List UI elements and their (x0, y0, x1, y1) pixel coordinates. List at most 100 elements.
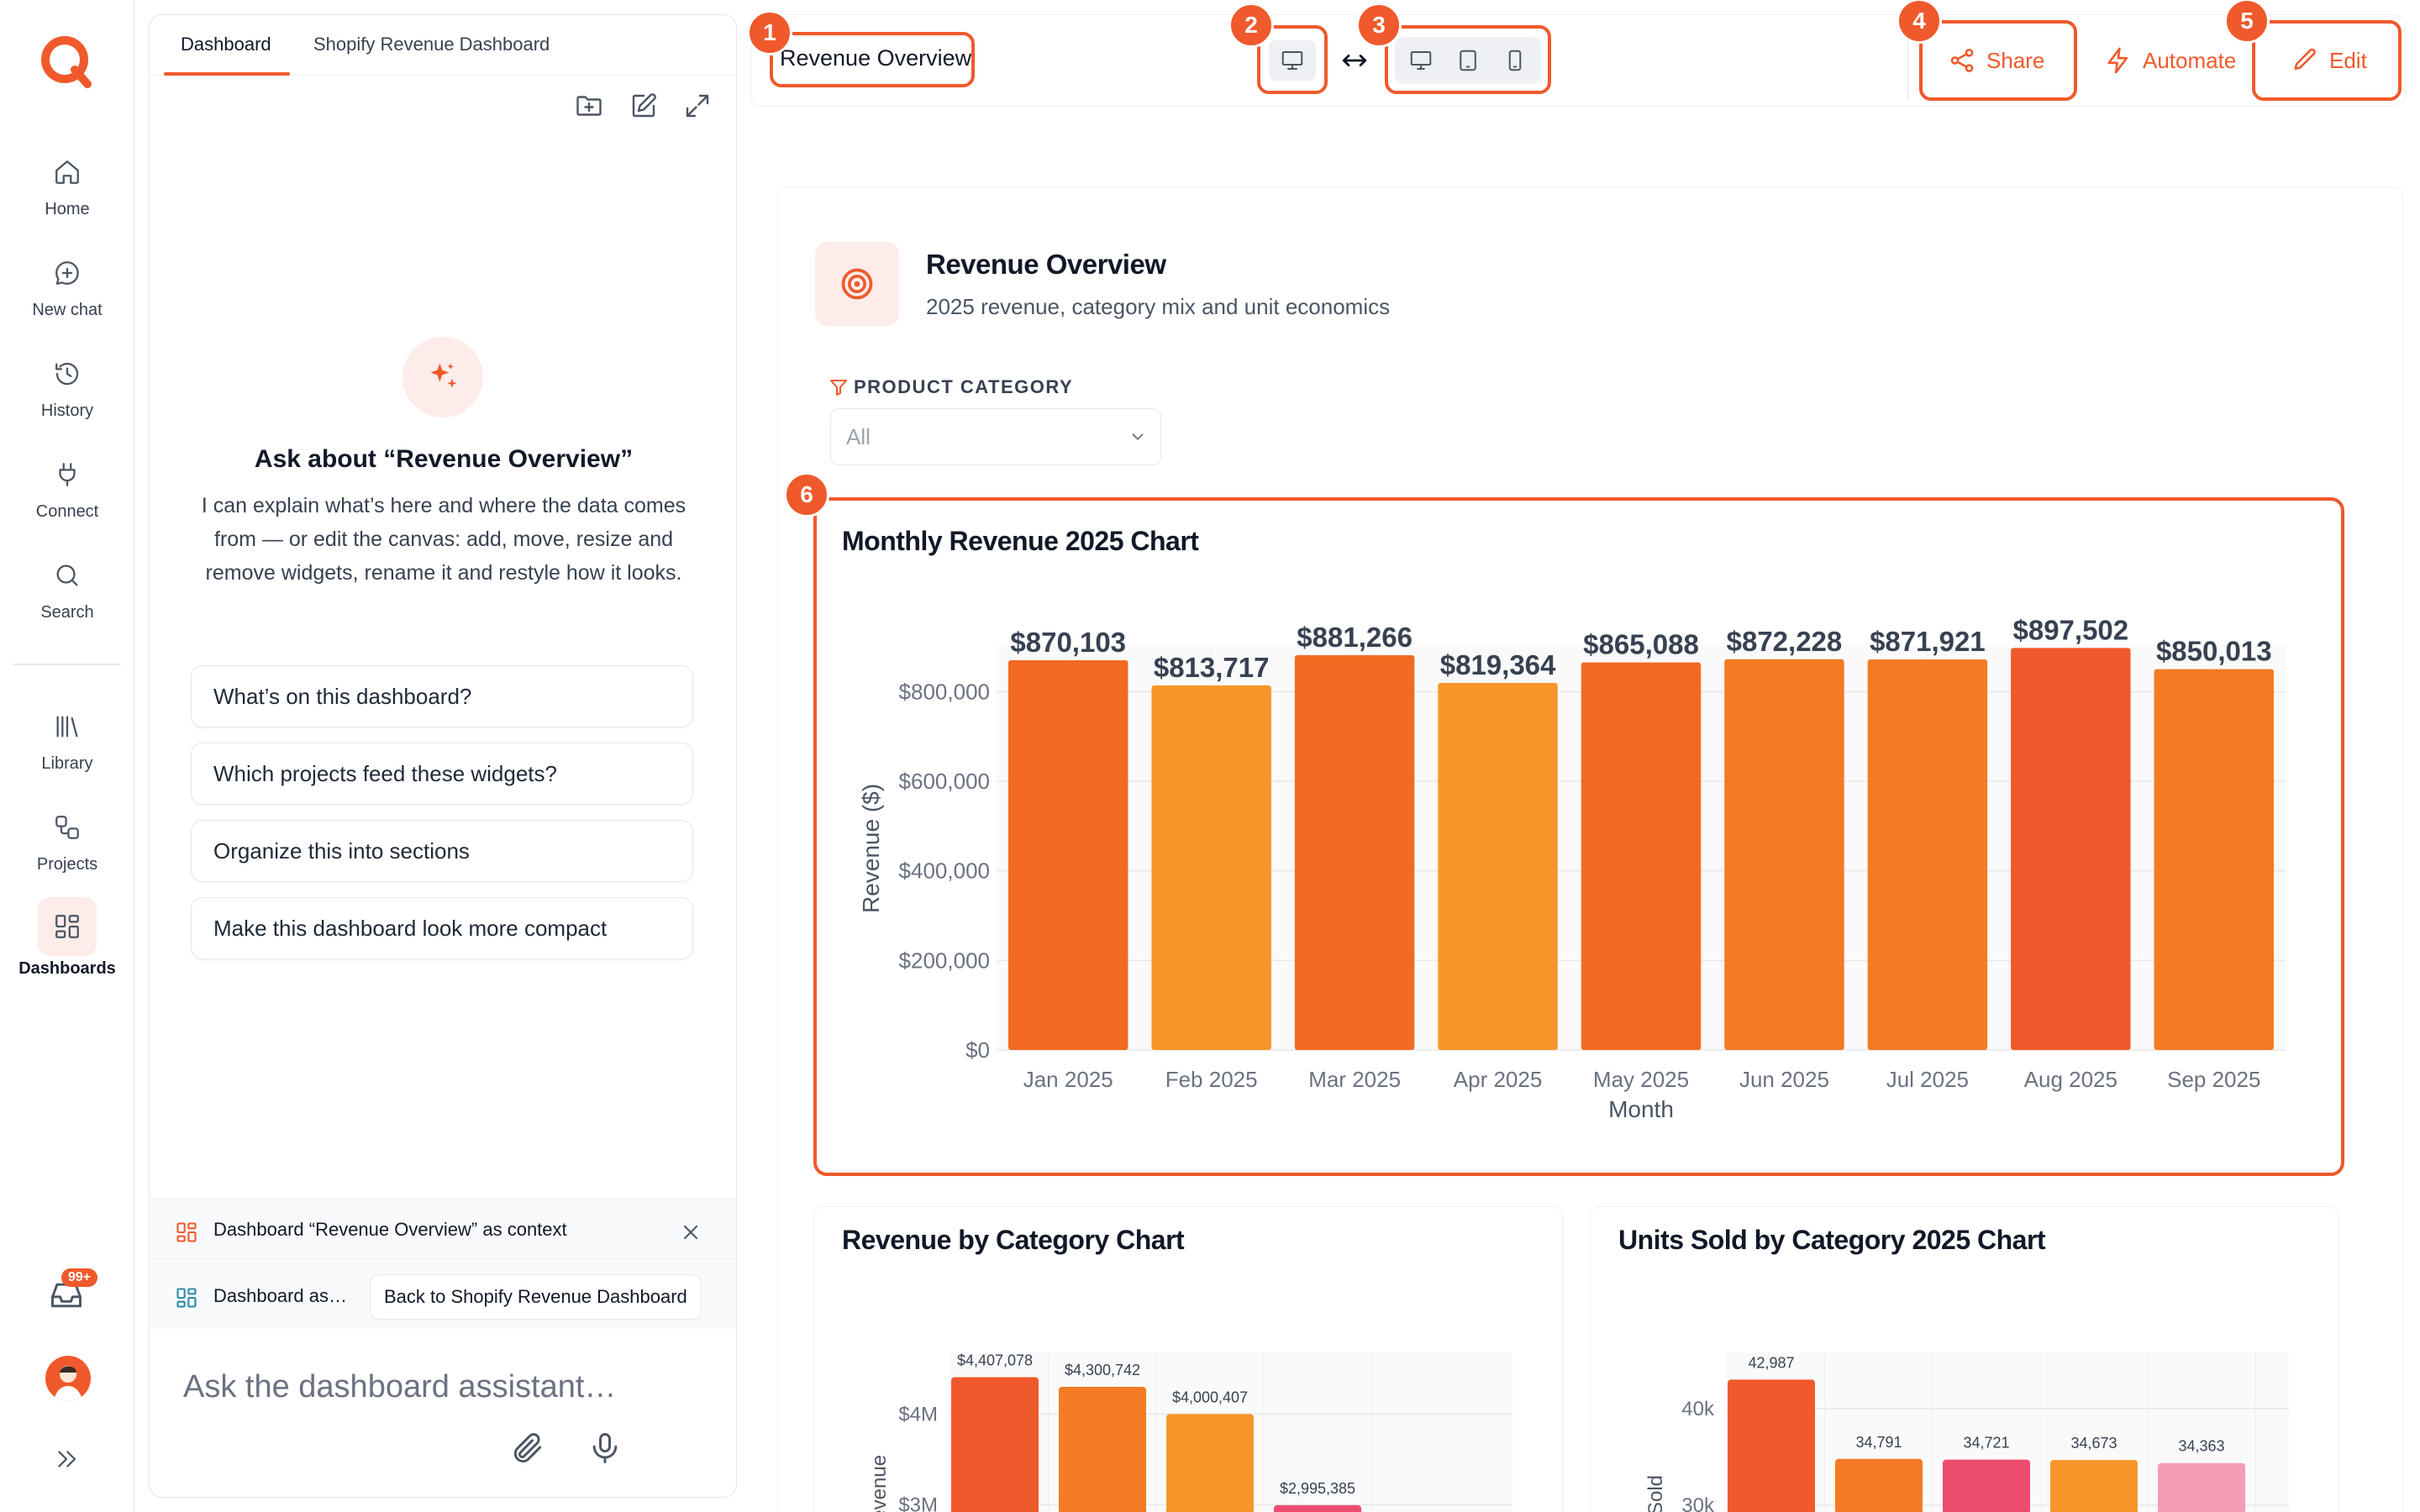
x-tick-label: Feb 2025 (1165, 1067, 1258, 1092)
filter-label: PRODUCT CATEGORY (854, 376, 1074, 397)
nav-item-history[interactable]: History (0, 344, 134, 421)
inbox-button[interactable]: 99+ (48, 1268, 98, 1318)
units-sold-chart: 30k 40k Sold 42,987 34,791 34,721 34,673 34,363 (1644, 1352, 2289, 1512)
suggestion-button[interactable]: Which projects feed these widgets? (191, 743, 693, 805)
x-tick-label: Jul 2025 (1886, 1067, 1969, 1092)
close-icon[interactable] (679, 1221, 702, 1244)
nav-label: Connect (35, 502, 99, 521)
assistant-heading: Ask about “Revenue Overview” (254, 445, 634, 473)
mobile-preview-button[interactable] (1494, 41, 1536, 80)
suggestion-button[interactable]: Organize this into sections (191, 820, 693, 882)
width-toggle-button[interactable] (1334, 44, 1375, 77)
x-axis-label: Month (1608, 1096, 1674, 1122)
nav-item-connect[interactable]: Connect (0, 445, 134, 522)
nav-item-projects[interactable]: Projects (0, 798, 134, 874)
bar (1166, 1414, 1254, 1512)
assistant-input[interactable]: Ask the dashboard assistant… (183, 1369, 617, 1404)
dashboard-title-field[interactable]: Revenue Overview (780, 45, 972, 71)
left-nav: Home New chat History Connect Search Lib… (0, 0, 134, 1512)
bar (1867, 659, 1988, 1050)
top-toolbar (750, 14, 2406, 107)
marker-badge: 5 (2224, 0, 2270, 44)
share-button[interactable]: Share (1948, 42, 2044, 79)
suggestion-button[interactable]: Make this dashboard look more compact (191, 897, 693, 959)
bar (1274, 1504, 1361, 1512)
x-tick-label: Apr 2025 (1454, 1067, 1543, 1092)
expand-nav-button[interactable] (52, 1445, 81, 1478)
desktop-preview-button[interactable] (1400, 41, 1442, 80)
highlight-title (770, 32, 975, 87)
microphone-icon[interactable] (587, 1430, 623, 1467)
app-logo[interactable] (37, 32, 96, 95)
bar (1724, 659, 1844, 1050)
attach-icon[interactable] (509, 1430, 546, 1467)
data-label: $870,103 (1010, 627, 1126, 658)
y-tick-label: $0 (965, 1037, 990, 1063)
tab-shopify-revenue-dashboard[interactable]: Shopify Revenue Dashboard (313, 34, 550, 55)
inbox-badge: 99+ (61, 1268, 98, 1287)
nav-label: Projects (36, 855, 98, 874)
toolbar-divider (1907, 20, 1908, 101)
x-tick-label: Mar 2025 (1308, 1067, 1401, 1092)
data-label: 34,791 (1855, 1434, 1902, 1451)
data-label: $2,995,385 (1280, 1480, 1355, 1497)
tablet-icon (1460, 50, 1476, 71)
device-preview-group (1395, 37, 1541, 84)
expand-icon[interactable] (682, 91, 713, 121)
select-value: All (846, 423, 871, 449)
nav-item-library[interactable]: Library (0, 697, 134, 774)
suggestion-button[interactable]: What’s on this dashboard? (191, 665, 693, 727)
context-row: Dashboard “Revenue Overview” as context (150, 1198, 736, 1263)
share-label: Share (1986, 47, 2045, 73)
y-tick-label: $4M (898, 1403, 938, 1425)
edit-button[interactable]: Edit (2291, 42, 2367, 79)
chevron-down-icon (1132, 433, 1144, 441)
bar (1059, 1386, 1146, 1512)
automate-button[interactable]: Automate (2104, 42, 2236, 79)
sparkle-badge (402, 337, 483, 417)
chevrons-right-icon (58, 1451, 76, 1467)
sparkles-icon (430, 363, 457, 388)
marker-badge: 1 (747, 10, 792, 55)
y-tick-label: 30k (1681, 1494, 1715, 1512)
data-label: 34,363 (2178, 1438, 2224, 1455)
bar (1438, 683, 1558, 1050)
avatar[interactable] (45, 1356, 91, 1401)
back-to-dashboard-button[interactable]: Back to Shopify Revenue Dashboard (370, 1274, 702, 1320)
plug-icon (59, 463, 76, 486)
assistant-panel: Dashboard Shopify Revenue Dashboard Ask … (149, 14, 737, 1498)
product-category-select[interactable]: All (830, 408, 1161, 465)
tab-dashboard[interactable]: Dashboard (181, 34, 271, 55)
present-mode-button[interactable] (1269, 40, 1316, 81)
nav-label: New chat (32, 301, 103, 319)
marker-badge: 3 (1356, 3, 1402, 48)
filter-icon (830, 380, 847, 396)
nav-label: Library (41, 754, 93, 773)
nav-item-dashboards[interactable]: Dashboards (0, 897, 134, 979)
y-tick-label: $400,000 (899, 858, 990, 884)
chart-title: Units Sold by Category 2025 Chart (1618, 1225, 2046, 1255)
bar (1835, 1458, 1923, 1512)
folder-plus-icon[interactable] (574, 91, 604, 121)
bar (2050, 1460, 2138, 1512)
user-avatar-icon (54, 1366, 82, 1401)
data-label: $872,228 (1727, 626, 1843, 657)
y-axis-label: Sold (1644, 1475, 1667, 1512)
bar (1943, 1459, 2030, 1512)
bar (1728, 1379, 1815, 1512)
automate-label: Automate (2143, 47, 2237, 73)
data-label: $897,502 (2013, 614, 2129, 645)
y-tick-label: $200,000 (899, 948, 990, 973)
highlight-present (1257, 25, 1328, 94)
library-icon (56, 716, 78, 738)
history-icon (55, 362, 79, 386)
data-label: $819,364 (1440, 649, 1556, 680)
nav-item-home[interactable]: Home (0, 143, 134, 219)
tablet-preview-button[interactable] (1447, 41, 1489, 80)
nav-label: History (40, 402, 94, 420)
edit-note-icon[interactable] (629, 91, 659, 121)
nav-item-new-chat[interactable]: New chat (0, 244, 134, 320)
bar (1151, 685, 1271, 1050)
x-tick-label: May 2025 (1593, 1067, 1689, 1092)
nav-item-search[interactable]: Search (0, 546, 134, 622)
